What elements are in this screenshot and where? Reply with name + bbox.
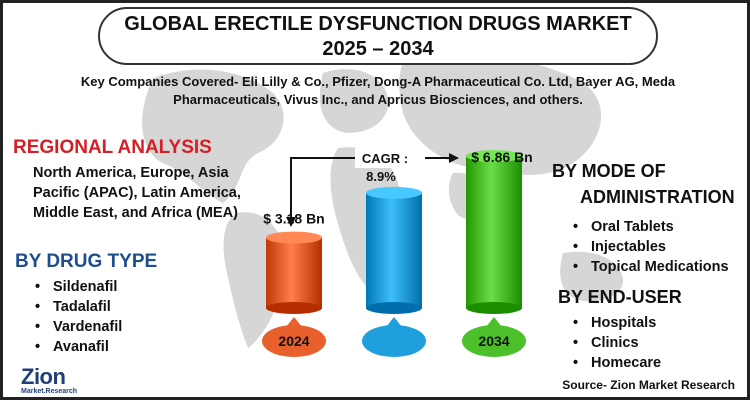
list-item: Avanafil (33, 337, 122, 357)
year-badge (262, 317, 326, 357)
mode-heading-line1: BY MODE OF (552, 161, 666, 181)
regional-analysis-heading: REGIONAL ANALYSIS (13, 137, 212, 158)
bar-top (266, 231, 322, 244)
bar-mid (366, 186, 422, 314)
list-item: Topical Medications (571, 257, 729, 277)
badge-pointer (386, 317, 402, 327)
end-user-heading: BY END-USER (558, 287, 682, 307)
year-badge (362, 317, 426, 357)
bar-top (366, 186, 422, 199)
cagr-label-bg (355, 148, 425, 168)
bar-body (366, 192, 422, 308)
end-user-list: Hospitals Clinics Homecare (571, 313, 661, 373)
list-item: Sildenafil (33, 277, 122, 297)
zion-logo: Zion Market.Research (21, 364, 121, 397)
mode-heading-line2: ADMINISTRATION (580, 187, 735, 207)
bar-2024 (266, 231, 322, 314)
list-item: Injectables (571, 237, 729, 257)
year-label: 2024 (278, 333, 309, 349)
list-item: Vardenafil (33, 317, 122, 337)
page-title: GLOBAL ERECTILE DYSFUNCTION DRUGS MARKET (124, 13, 632, 35)
drug-type-heading: BY DRUG TYPE (15, 251, 158, 272)
list-item: Clinics (571, 333, 661, 353)
badge-pointer (486, 317, 502, 327)
key-companies-text: Key Companies Covered- Eli Lilly & Co., … (80, 74, 676, 107)
logo-main-text: Zion (21, 364, 66, 389)
year-label: 2034 (478, 333, 509, 349)
badge-pointer (286, 317, 302, 327)
bar-base (466, 302, 522, 314)
list-item: Oral Tablets (571, 217, 729, 237)
bar-2034 (466, 150, 522, 314)
page-subtitle-years: 2025 – 2034 (322, 38, 434, 60)
title-banner: GLOBAL ERECTILE DYSFUNCTION DRUGS MARKET… (98, 7, 658, 65)
source-note: Source- Zion Market Research (562, 378, 735, 392)
bar-base (266, 302, 322, 314)
regional-analysis-text: North America, Europe, Asia Pacific (APA… (33, 165, 241, 221)
bar-base (366, 302, 422, 314)
bar-body (466, 156, 522, 308)
list-item: Homecare (571, 353, 661, 373)
list-item: Hospitals (571, 313, 661, 333)
year-badge (462, 317, 526, 357)
cagr-arrow-head-down (286, 217, 296, 227)
drug-type-list: Sildenafil Tadalafil Vardenafil Avanafil (33, 277, 122, 357)
cagr-label: CAGR : (362, 151, 408, 166)
cagr-arrow-head-right (449, 153, 459, 163)
bar-body (266, 237, 322, 308)
list-item: Tadalafil (33, 297, 122, 317)
bar-top (466, 150, 522, 163)
logo-sub-text: Market.Research (21, 388, 78, 395)
badge-oval (262, 325, 326, 357)
value-label: $ 6.86 Bn (471, 149, 532, 165)
cagr-value: 8.9% (366, 169, 396, 184)
badge-oval (362, 325, 426, 357)
badge-oval (462, 325, 526, 357)
mode-list: Oral Tablets Injectables Topical Medicat… (571, 217, 729, 277)
